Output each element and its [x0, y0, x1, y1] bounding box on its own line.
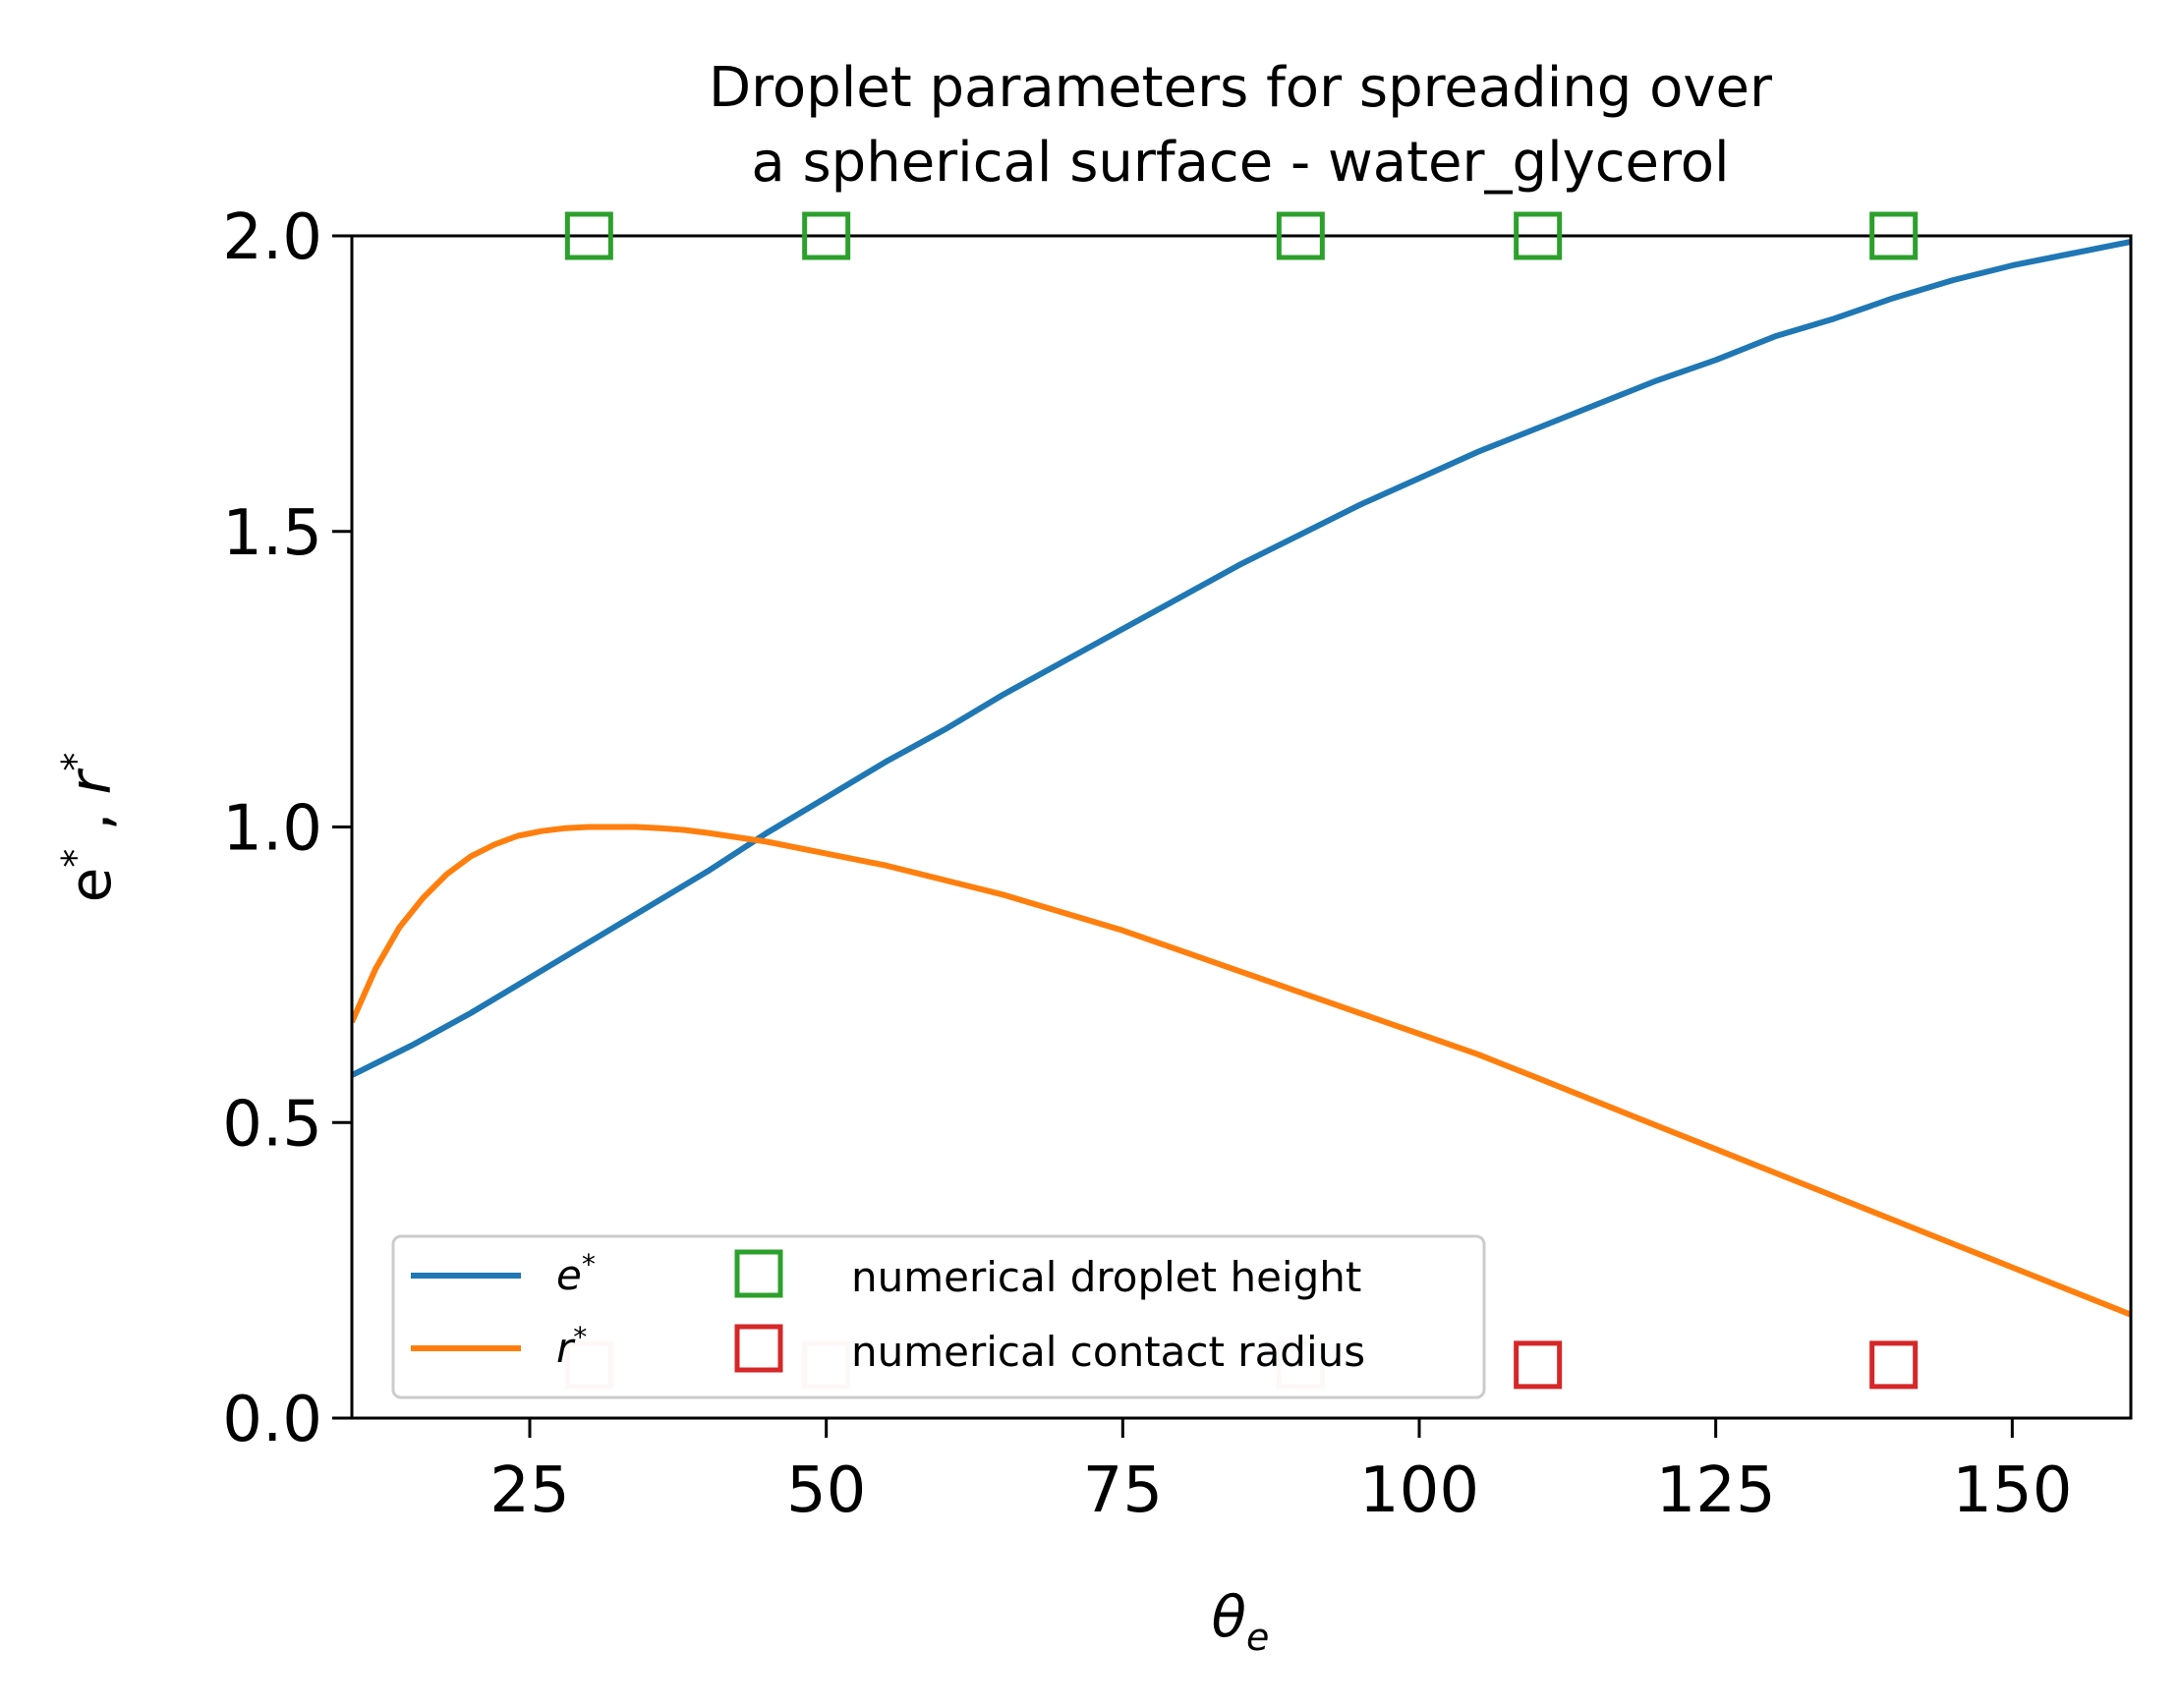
marker-numerical-droplet-height — [564, 211, 613, 260]
legend-label-r-star-sup: * — [573, 1321, 587, 1353]
chart-title-line-2: a spherical surface - water_glycerol — [751, 131, 1729, 195]
y-axis: 0.0 0.5 1.0 1.5 2.0 — [222, 201, 352, 1456]
y-axis-label-r-sup: * — [54, 753, 97, 771]
legend-label-numerical-contact-radius: numerical contact radius — [851, 1328, 1365, 1376]
y-tick-label: 1.0 — [222, 793, 322, 866]
legend: e* r* numerical droplet height numerical… — [391, 1234, 1486, 1399]
y-axis-label: e* , r* — [54, 753, 124, 903]
x-axis-label-sub: e — [1246, 1616, 1269, 1659]
marker-numerical-droplet-height — [1514, 211, 1563, 260]
legend-label-numerical-droplet-height: numerical droplet height — [851, 1253, 1361, 1301]
x-tick-label: 100 — [1359, 1454, 1479, 1527]
x-tick-label: 75 — [1083, 1454, 1163, 1527]
legend-label-e-star: e* — [556, 1248, 596, 1299]
y-tick-label: 0.0 — [222, 1384, 322, 1456]
x-tick-label: 150 — [1952, 1454, 2072, 1527]
chart-title-line-1: Droplet parameters for spreading over — [709, 56, 1773, 120]
x-tick-label: 125 — [1656, 1454, 1776, 1527]
y-tick-label: 0.5 — [222, 1088, 322, 1161]
y-tick-label: 2.0 — [222, 201, 322, 274]
plot-area — [352, 239, 2131, 1390]
legend-label-r-star-base: r — [556, 1324, 576, 1372]
legend-swatch-numerical-contact-radius — [734, 1324, 783, 1373]
overlay-markers — [564, 211, 1919, 1390]
series-line-e-star — [352, 239, 2131, 1078]
marker-numerical-contact-radius — [1514, 1340, 1563, 1390]
marker-numerical-droplet-height — [1276, 211, 1325, 260]
legend-label-e-star-base: e — [556, 1251, 582, 1299]
y-axis-label-e-sup: * — [54, 849, 97, 868]
legend-label-r-star: r* — [556, 1321, 587, 1372]
series-line-r-star — [352, 824, 2131, 1318]
y-axis-label-r: r — [57, 768, 124, 794]
legend-swatch-numerical-droplet-height — [734, 1249, 783, 1298]
marker-numerical-contact-radius — [1869, 1340, 1919, 1390]
y-axis-label-sep: , — [57, 794, 124, 848]
marker-numerical-droplet-height — [802, 211, 851, 260]
marker-numerical-droplet-height — [1869, 211, 1919, 260]
x-tick-label: 25 — [489, 1454, 569, 1527]
legend-frame — [391, 1234, 1486, 1399]
x-axis-label-main: θ — [1212, 1583, 1247, 1650]
x-axis-label: θe — [1212, 1583, 1270, 1659]
x-axis: 25 50 75 100 125 150 — [489, 1418, 2072, 1527]
y-axis-label-e: e — [57, 868, 124, 903]
y-tick-label: 1.5 — [222, 497, 322, 570]
legend-label-e-star-sup: * — [582, 1248, 596, 1281]
x-tick-label: 50 — [786, 1454, 866, 1527]
